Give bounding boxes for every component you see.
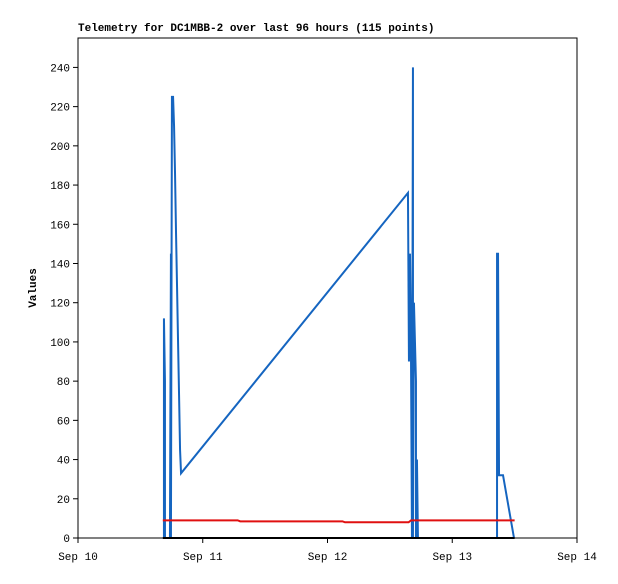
y-tick-label: 140 bbox=[50, 259, 70, 271]
x-tick-label: Sep 10 bbox=[58, 552, 98, 564]
y-tick-label: 0 bbox=[63, 534, 70, 546]
y-tick-label: 220 bbox=[50, 103, 70, 115]
y-tick-label: 180 bbox=[50, 181, 70, 193]
y-tick-label: 80 bbox=[57, 377, 70, 389]
y-tick-label: 40 bbox=[57, 456, 70, 468]
y-tick-label: 160 bbox=[50, 220, 70, 232]
x-tick-label: Sep 14 bbox=[557, 552, 597, 564]
y-tick-label: 60 bbox=[57, 416, 70, 428]
y-tick-label: 200 bbox=[50, 142, 70, 154]
y-tick-label: 120 bbox=[50, 299, 70, 311]
y-axis-label: Values bbox=[28, 268, 40, 308]
y-tick-label: 100 bbox=[50, 338, 70, 350]
series-line bbox=[162, 519, 515, 524]
x-tick-label: Sep 13 bbox=[432, 552, 472, 564]
x-tick-label: Sep 12 bbox=[308, 552, 348, 564]
chart-title: Telemetry for DC1MBB-2 over last 96 hour… bbox=[78, 23, 434, 35]
series-line bbox=[162, 67, 515, 539]
x-tick-label: Sep 11 bbox=[183, 552, 223, 564]
plot-frame bbox=[77, 37, 578, 539]
y-tick-label: 20 bbox=[57, 495, 70, 507]
y-tick-label: 240 bbox=[50, 63, 70, 75]
